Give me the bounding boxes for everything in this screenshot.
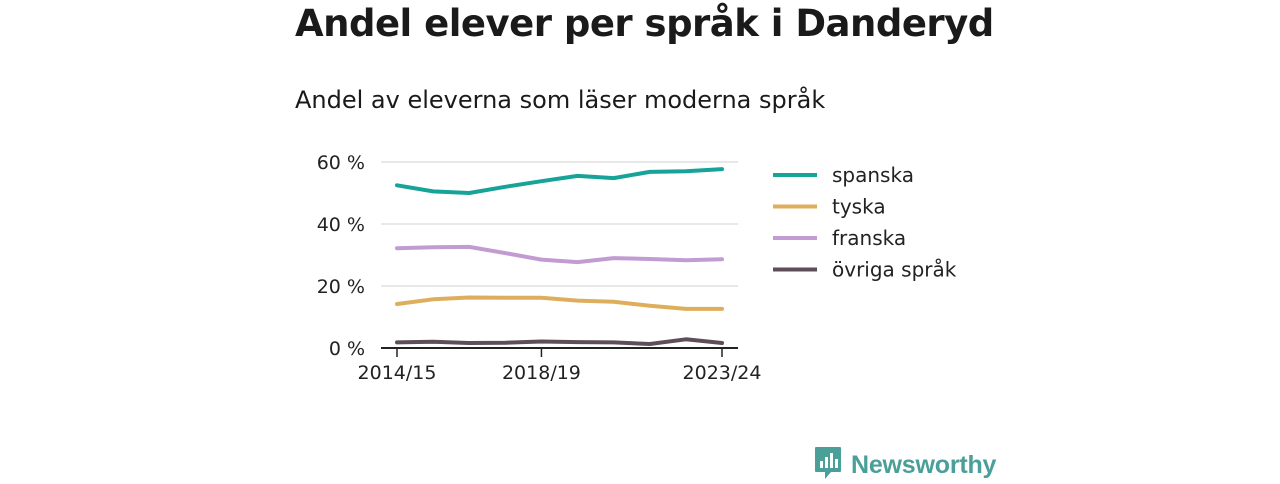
series-line-0	[395, 167, 724, 195]
axes: 0 % 20 % 40 % 60 % 2014/15 2018/19 2023/24	[317, 152, 762, 384]
chart-subtitle: Andel av eleverna som läser moderna språ…	[295, 86, 826, 114]
brand-name: Newsworthy	[851, 450, 997, 479]
legend-label: spanska	[832, 163, 914, 187]
series-line-1	[395, 295, 724, 311]
chart-title: Andel elever per språk i Danderyd	[295, 2, 994, 45]
x-tick-label: 2023/24	[683, 362, 762, 384]
y-tick-label: 40 %	[317, 214, 365, 236]
series-lines	[395, 167, 724, 346]
legend-label: tyska	[832, 195, 886, 219]
legend: spanska tyska franska övriga språk	[773, 163, 957, 282]
brand-logo: Newsworthy	[814, 446, 996, 484]
legend-label: franska	[832, 226, 906, 250]
y-tick-label: 20 %	[317, 276, 365, 298]
series-line-3	[395, 337, 724, 346]
y-tick-label: 60 %	[317, 152, 365, 174]
x-tick-label: 2014/15	[358, 362, 437, 384]
legend-label: övriga språk	[832, 258, 957, 282]
line-chart: 0 % 20 % 40 % 60 % 2014/15 2018/19 2023/24 spa…	[317, 152, 957, 384]
y-tick-label: 0 %	[329, 338, 365, 360]
series-line-2	[395, 244, 724, 265]
gridlines	[381, 161, 738, 287]
x-tick-label: 2018/19	[502, 362, 581, 384]
newsworthy-logo-icon	[814, 446, 842, 484]
